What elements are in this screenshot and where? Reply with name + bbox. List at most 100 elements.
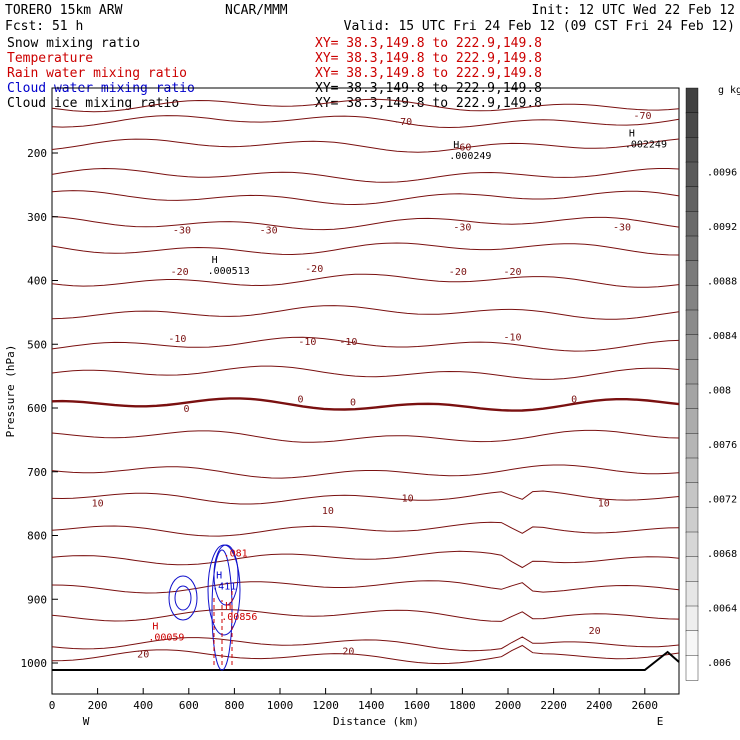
isotherm-label: 10 — [598, 498, 610, 509]
colorbar-cell — [685, 285, 699, 311]
x-tick-label: 600 — [179, 699, 199, 712]
legend-label: Snow mixing ratio — [7, 36, 140, 51]
rain-water-contour — [213, 590, 233, 665]
colorbar-label: .006 — [707, 658, 731, 669]
colorbar-label: .0072 — [707, 495, 737, 506]
isotherm-label: -30 — [173, 226, 191, 237]
isotherm — [51, 429, 680, 443]
x-tick-label: 1400 — [358, 699, 385, 712]
extremum-mark: H — [629, 129, 635, 140]
isotherm-label: -30 — [260, 226, 278, 237]
cloud-water-contour — [213, 544, 239, 606]
y-tick-label: 700 — [27, 466, 47, 479]
isotherm-label: -30 — [613, 222, 631, 233]
legend-label: Temperature — [7, 51, 93, 66]
colorbar-cell — [685, 186, 699, 213]
x-tick-label: 1800 — [449, 699, 476, 712]
isotherm — [51, 490, 680, 505]
isotherm-label: -10 — [168, 334, 186, 345]
isotherm — [51, 521, 680, 537]
x-tick-label: 2600 — [632, 699, 659, 712]
colorbar-label: .0064 — [707, 604, 737, 615]
colorbar-cell — [685, 137, 699, 163]
isotherm-label: 20 — [589, 626, 601, 637]
colorbar-cell — [685, 359, 699, 385]
isotherm — [51, 636, 680, 652]
isotherm — [51, 167, 680, 183]
isotherm-label: -20 — [305, 264, 323, 275]
colorbar-cell — [685, 507, 699, 533]
isotherm — [51, 365, 680, 380]
valid-time: Valid: 15 UTC Fri 24 Feb 12 (09 CST Fri … — [344, 19, 735, 34]
colorbar-label: .0096 — [707, 168, 737, 179]
isotherm-label: 0 — [298, 394, 304, 405]
isotherm-label: -20 — [504, 267, 522, 278]
isotherm-label: 0 — [350, 398, 356, 409]
cloud-water-contour — [168, 575, 198, 621]
colorbar-label: .0092 — [707, 222, 737, 233]
y-tick-label: 300 — [27, 211, 47, 224]
isotherm — [51, 580, 680, 594]
cloud-water-contour — [174, 585, 192, 611]
isotherm — [51, 336, 680, 352]
colorbar-label: .0084 — [707, 331, 737, 342]
x-tick-label: 1600 — [404, 699, 431, 712]
isotherm-label: -70 — [394, 117, 412, 128]
cloud-contours — [168, 544, 241, 671]
isotherm — [51, 216, 680, 231]
legend-label: Rain water mixing ratio — [7, 66, 187, 81]
isotherm — [51, 609, 680, 622]
x-tick-label: 1000 — [267, 699, 294, 712]
colorbar-cell — [685, 309, 699, 336]
extremum-mark: H — [152, 622, 158, 633]
colorbar-cell — [685, 383, 699, 410]
colorbar: .006 .0064 .0068 .0072 .0076 .008 .0084 .0088 .0… — [685, 87, 737, 681]
colorbar-label: .0076 — [707, 440, 737, 451]
x-tick-label: 2000 — [495, 699, 522, 712]
x-tick-label: 2400 — [586, 699, 613, 712]
isotherm-label: -10 — [339, 337, 357, 348]
colorbar-cell — [685, 112, 699, 139]
isotherm-label: -20 — [449, 267, 467, 278]
colorbar-cell — [685, 531, 699, 558]
colorbar-cell — [685, 457, 699, 484]
west-label: W — [83, 715, 90, 728]
y-tick-label: 800 — [27, 530, 47, 543]
x-tick-label: 1200 — [312, 699, 339, 712]
isotherm — [51, 242, 680, 256]
legend-label: Cloud ice mixing ratio — [7, 96, 179, 111]
legend: Snow mixing ratio XY= 38.3,149.8 to 222.9… — [7, 36, 542, 111]
colorbar-cell — [685, 556, 699, 583]
extremum-value: .411 — [212, 582, 236, 593]
extremum-value: .000513 — [208, 266, 250, 277]
isotherm-label: -70 — [633, 111, 651, 122]
extremum-value: .002249 — [625, 140, 667, 151]
extremum-mark: H — [453, 140, 459, 151]
forecast-hour: Fcst: 51 h — [5, 19, 83, 34]
x-tick-label: 2200 — [540, 699, 567, 712]
extremum-value: .000249 — [449, 151, 491, 162]
legend-xy: XY= 38.3,149.8 to 222.9,149.8 — [315, 96, 542, 111]
extremum-value: .081 — [224, 548, 248, 559]
colorbar-label: .0068 — [707, 549, 737, 560]
legend-xy: XY= 38.3,149.8 to 222.9,149.8 — [315, 66, 542, 81]
y-tick-label: 400 — [27, 275, 47, 288]
y-tick-label: 600 — [27, 402, 47, 415]
isotherm-label: -30 — [453, 222, 471, 233]
x-tick-label: 400 — [133, 699, 153, 712]
y-tick-label: 200 — [27, 147, 47, 160]
isotherm — [51, 397, 680, 412]
colorbar-cell — [685, 87, 699, 114]
colorbar-cell — [685, 211, 699, 237]
isotherm-label: 10 — [322, 506, 334, 517]
isotherm — [51, 273, 680, 288]
colorbar-label: .0088 — [707, 277, 737, 288]
colorbar-cell — [685, 433, 699, 459]
legend-xy: XY= 38.3,149.8 to 222.9,149.8 — [315, 36, 542, 51]
colorbar-cell — [685, 581, 699, 607]
isotherm-label: 20 — [137, 649, 149, 660]
isotherm-label: 0 — [184, 404, 190, 415]
extremum-mark: H — [225, 601, 231, 612]
plot-frame — [51, 87, 680, 695]
